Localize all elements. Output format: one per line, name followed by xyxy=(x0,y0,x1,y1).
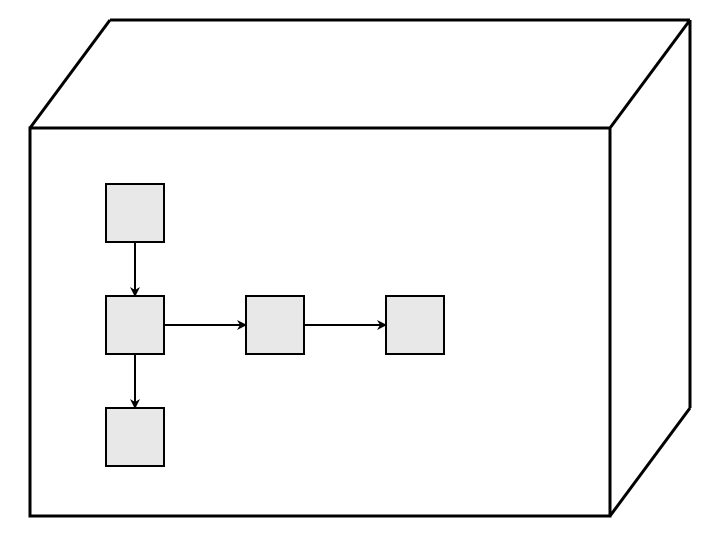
node-n2 xyxy=(106,296,164,354)
node-n4 xyxy=(246,296,304,354)
node-n5 xyxy=(386,296,444,354)
container-diagram xyxy=(0,0,713,539)
node-n1 xyxy=(106,184,164,242)
node-n3 xyxy=(106,408,164,466)
